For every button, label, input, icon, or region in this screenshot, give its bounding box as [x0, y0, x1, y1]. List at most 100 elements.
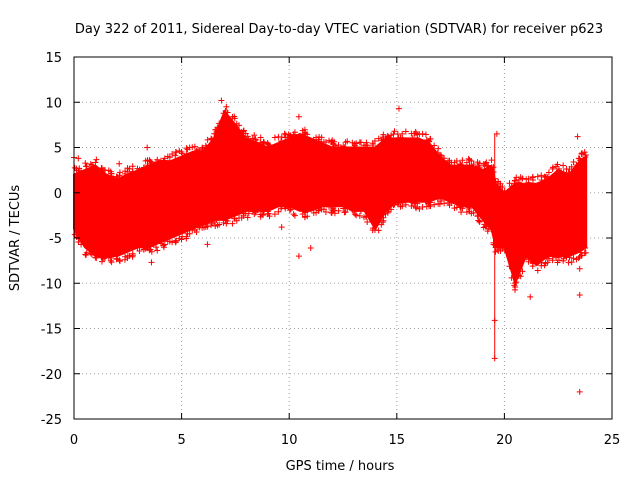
data-point — [140, 164, 147, 171]
data-point — [99, 254, 106, 261]
data-point — [577, 249, 584, 256]
outlier-point — [204, 241, 211, 248]
data-point — [512, 283, 519, 290]
data-point — [291, 212, 298, 219]
data-point — [92, 159, 99, 166]
data-point — [578, 150, 585, 157]
data-point — [459, 205, 466, 212]
data-point — [544, 259, 551, 266]
data-point — [282, 134, 289, 141]
data-point — [73, 165, 80, 172]
data-point — [436, 151, 443, 158]
data-point — [331, 142, 338, 149]
data-point — [134, 244, 141, 251]
data-point — [545, 169, 552, 176]
data-point — [529, 263, 536, 270]
data-point — [233, 217, 240, 224]
data-point — [485, 225, 492, 232]
data-point — [427, 135, 434, 142]
data-point — [408, 202, 415, 209]
data-point — [88, 162, 95, 169]
outlier-point — [116, 160, 123, 167]
data-point — [129, 163, 136, 170]
data-point — [578, 252, 585, 259]
data-point — [193, 147, 200, 154]
data-point — [251, 132, 258, 139]
data-point — [560, 162, 567, 169]
axis-ticks — [73, 56, 613, 420]
data-point — [488, 226, 495, 233]
data-point — [385, 206, 392, 213]
axis-tick-labels: 0 5 10 15 20 25 -25 -20 -15 -10 -5 0 5 10 15 — [41, 51, 621, 448]
data-point — [431, 201, 438, 208]
data-point — [244, 214, 251, 221]
data-point — [490, 241, 497, 248]
data-point — [549, 253, 556, 260]
data-point — [322, 139, 329, 146]
data-point — [116, 172, 123, 179]
data-point — [399, 130, 406, 137]
x-tick-label: 25 — [604, 433, 621, 448]
data-point — [78, 168, 85, 175]
data-point — [195, 146, 202, 153]
data-point — [335, 207, 342, 214]
data-point — [199, 145, 206, 152]
data-point — [271, 134, 278, 141]
data-point — [495, 245, 502, 252]
data-point — [351, 208, 358, 215]
data-point — [476, 164, 483, 171]
data-point — [251, 211, 258, 218]
data-point — [534, 267, 541, 274]
data-point — [534, 173, 541, 180]
data-point — [105, 254, 112, 261]
data-point — [351, 140, 358, 147]
data-point — [271, 211, 278, 218]
data-point — [313, 209, 320, 216]
data-point — [290, 131, 297, 138]
data-point — [426, 138, 433, 145]
data-point — [160, 157, 167, 164]
data-point — [488, 157, 495, 164]
data-point — [568, 163, 575, 170]
data-point — [191, 143, 198, 150]
data-point — [208, 135, 215, 142]
data-point — [476, 218, 483, 225]
data-point — [203, 144, 210, 151]
data-point — [326, 203, 333, 210]
data-point — [240, 128, 247, 135]
data-point — [282, 203, 289, 210]
data-point — [195, 223, 202, 230]
data-point — [399, 199, 406, 206]
outlier-point — [295, 253, 302, 260]
data-point — [363, 139, 370, 146]
data-point — [378, 137, 385, 144]
outlier-point — [576, 265, 583, 272]
data-point — [356, 212, 363, 219]
data-point — [426, 203, 433, 210]
data-point — [172, 238, 179, 245]
data-point — [566, 254, 573, 261]
data-point — [481, 162, 488, 169]
data-point — [453, 157, 460, 164]
data-point — [136, 247, 143, 254]
data-point — [340, 205, 347, 212]
data-point — [344, 138, 351, 145]
data-point — [384, 209, 391, 216]
data-point — [129, 252, 136, 259]
y-tick-label: -5 — [49, 232, 62, 247]
data-point — [544, 174, 551, 181]
data-point — [458, 209, 465, 216]
data-point — [416, 131, 423, 138]
data-point — [529, 174, 536, 181]
x-tick-label: 0 — [70, 433, 78, 448]
data-point — [147, 246, 154, 253]
data-point — [245, 210, 252, 217]
data-point — [370, 142, 377, 149]
data-point — [153, 244, 160, 251]
data-point — [290, 211, 297, 218]
data-point — [394, 201, 401, 208]
data-point — [211, 130, 218, 137]
data-point — [538, 172, 545, 179]
data-point — [278, 205, 285, 212]
data-point — [208, 222, 215, 229]
